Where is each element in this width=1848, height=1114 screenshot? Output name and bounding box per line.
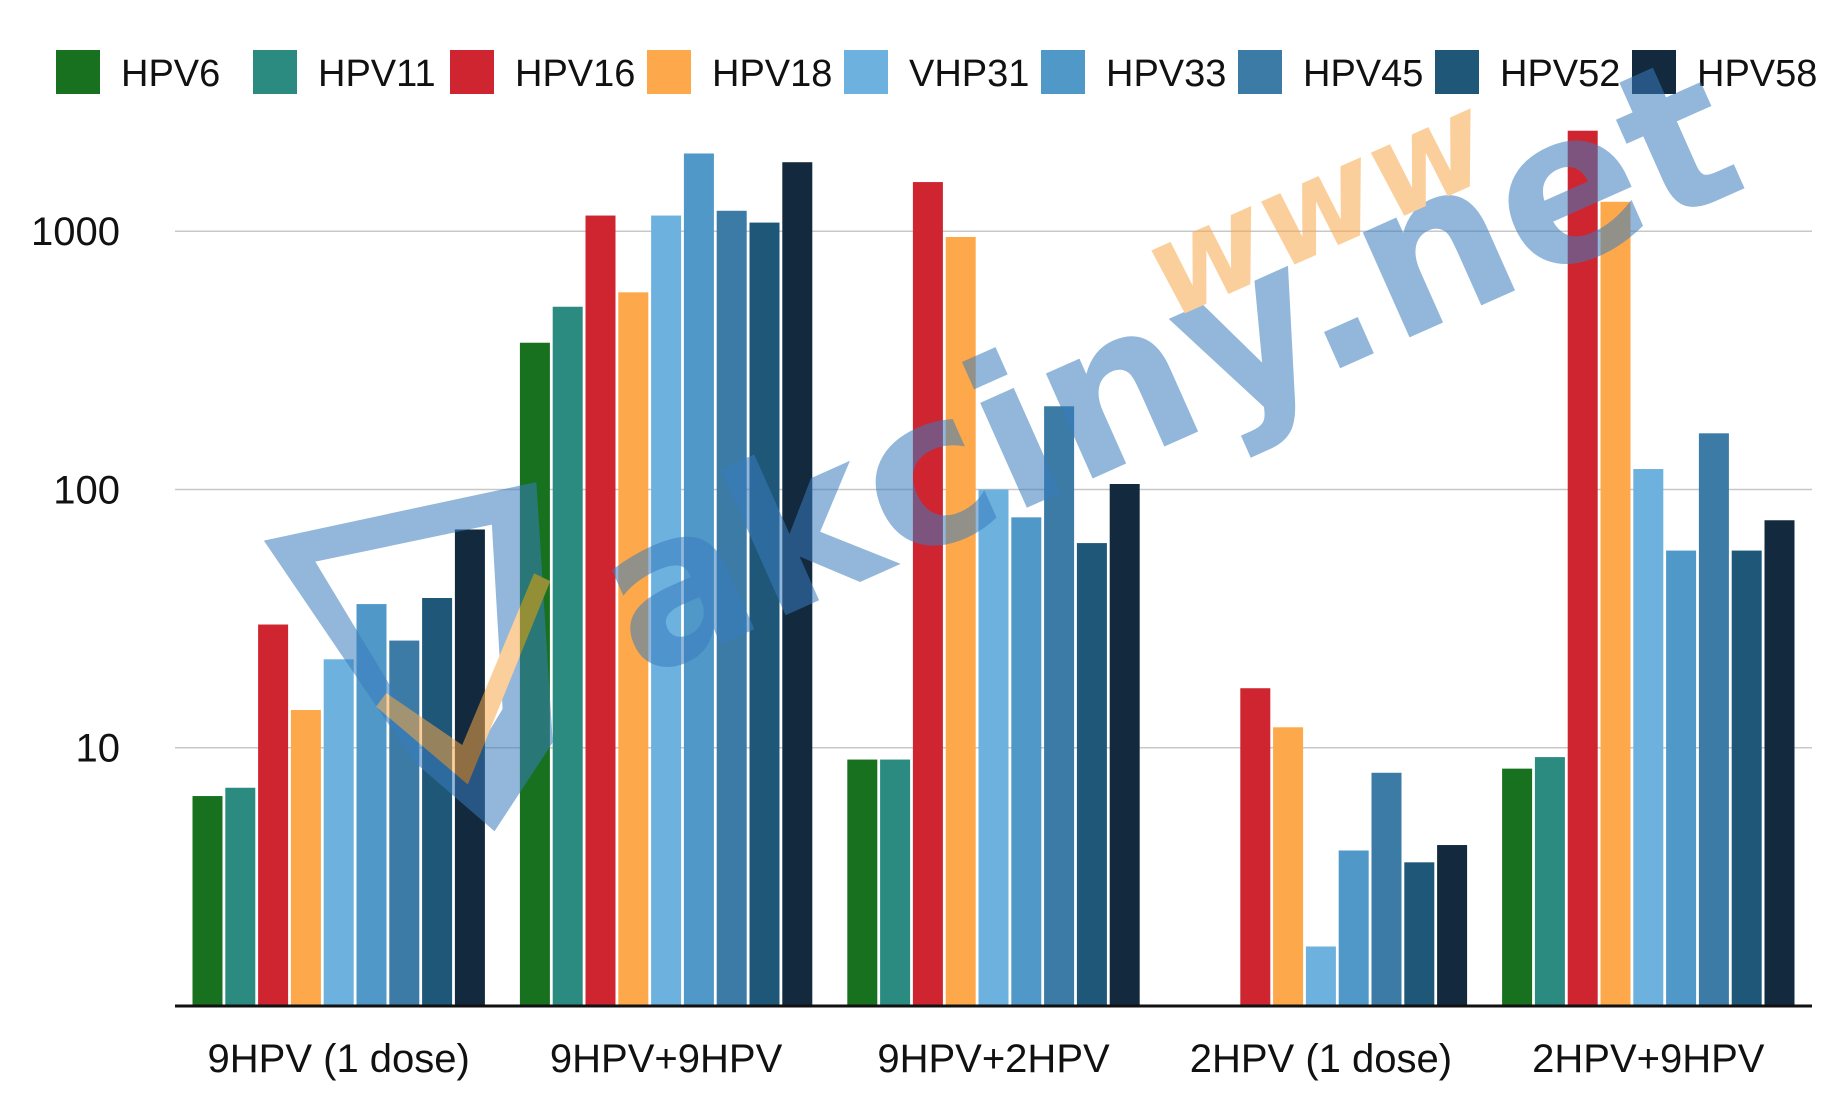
bar-hpv33-3 [1011,517,1042,1006]
bar-hpv58-4 [1437,845,1468,1006]
bar-hpv33-5 [1666,550,1697,1006]
legend-label-hpv16: HPV16 [515,53,635,95]
bar-hpv52-5 [1731,550,1762,1006]
x-category-label-4: 2HPV (1 dose) [1190,1037,1452,1081]
bar-hpv16-1 [258,624,289,1006]
bar-hpv16-4 [1240,688,1271,1006]
bar-hpv45-2 [716,210,747,1006]
x-category-label-1: 9HPV (1 dose) [208,1037,470,1081]
bar-hpv11-3 [880,759,911,1006]
legend-swatch-vhp31 [844,50,888,94]
x-category-label-5: 2HPV+9HPV [1532,1037,1765,1081]
bar-hpv52-1 [422,598,453,1006]
bar-hpv33-4 [1338,850,1369,1006]
bar-vhp31-2 [651,215,682,1006]
y-axis-ticks: 10 100 1000 [31,210,120,771]
bar-hpv11-1 [225,787,256,1006]
bar-vhp31-3 [978,489,1009,1006]
watermark-logo-accent [376,573,551,785]
legend-swatch-hpv11 [253,50,297,94]
bar-hpv11-5 [1534,757,1565,1006]
bar-hpv6-1 [192,796,223,1006]
bar-hpv33-2 [683,153,714,1006]
y-tick-label-100: 100 [53,468,120,512]
legend-label-hpv6: HPV6 [121,53,220,95]
bar-hpv58-5 [1764,520,1795,1006]
legend-swatch-hpv33 [1041,50,1085,94]
legend-swatch-hpv58 [1632,50,1676,94]
bar-hpv45-4 [1371,772,1402,1006]
x-category-label-2: 9HPV+9HPV [550,1037,783,1081]
bars [192,130,1795,1007]
bar-hpv18-3 [945,236,976,1006]
legend-label-vhp31: VHP31 [909,53,1029,95]
bar-hpv16-3 [912,182,943,1006]
bar-vhp31-1 [323,659,354,1006]
bar-hpv18-1 [290,710,321,1006]
legend-swatch-hpv45 [1238,50,1282,94]
bar-hpv45-3 [1044,406,1075,1006]
bar-hpv11-2 [552,306,583,1006]
bar-hpv45-5 [1698,433,1729,1006]
legend-label-hpv11: HPV11 [318,53,436,95]
watermark-logo-shape [263,482,553,832]
bar-hpv58-3 [1109,484,1140,1006]
bar-hpv18-5 [1600,201,1631,1006]
bar-hpv52-2 [749,222,780,1007]
legend: HPV6 HPV11 HPV16 HPV18 VHP31 HPV33 HPV45 HPV52 H… [56,50,1817,95]
legend-label-hpv18: HPV18 [712,53,832,95]
bar-vhp31-5 [1633,469,1664,1006]
legend-label-hpv52: HPV52 [1500,53,1620,95]
y-tick-label-1000: 1000 [31,210,120,254]
bar-hpv52-4 [1404,862,1435,1006]
bar-hpv58-2 [782,162,813,1006]
legend-swatch-hpv16 [450,50,494,94]
legend-swatch-hpv18 [647,50,691,94]
x-category-label-3: 9HPV+2HPV [877,1037,1110,1081]
legend-swatch-hpv6 [56,50,100,94]
legend-label-hpv33: HPV33 [1106,53,1226,95]
bar-vhp31-4 [1305,946,1336,1006]
bar-hpv52-3 [1076,543,1107,1006]
legend-label-hpv58: HPV58 [1697,53,1817,95]
bar-hpv18-4 [1273,727,1304,1006]
y-tick-label-10: 10 [76,727,121,771]
bar-hpv6-5 [1502,768,1533,1006]
x-axis-categories: 9HPV (1 dose) 9HPV+9HPV 9HPV+2HPV 2HPV (1 d… [208,1037,1765,1081]
legend-swatch-hpv52 [1435,50,1479,94]
legend-label-hpv45: HPV45 [1303,53,1423,95]
bar-hpv16-5 [1567,130,1598,1006]
bar-hpv16-2 [585,215,616,1006]
bar-hpv18-2 [618,292,649,1007]
bar-hpv6-3 [847,759,878,1006]
